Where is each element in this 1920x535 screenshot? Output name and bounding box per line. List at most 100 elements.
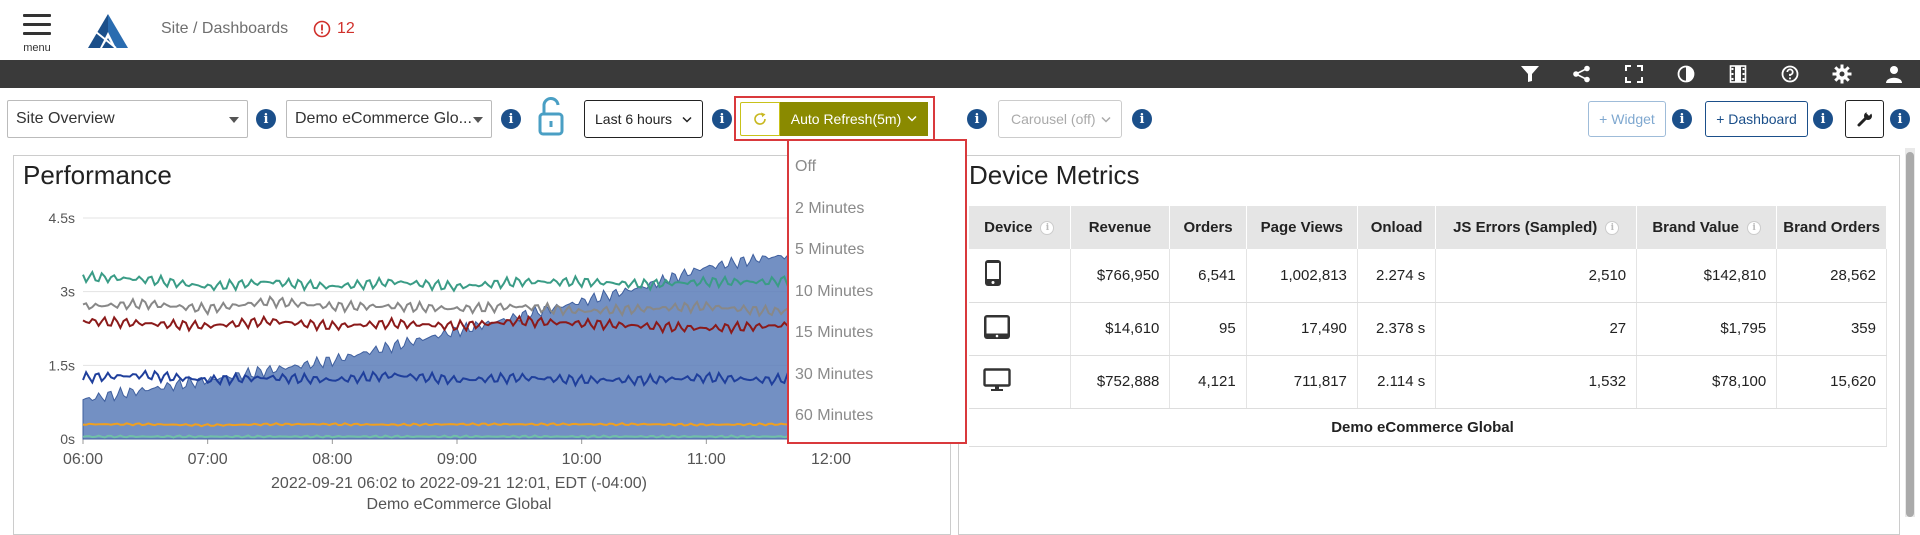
refresh-option-10-minutes[interactable]: 10 Minutes xyxy=(795,283,874,300)
column-header-onload[interactable]: Onload xyxy=(1357,206,1437,249)
series-line xyxy=(82,369,832,388)
y-tick-label: 3s xyxy=(60,284,75,300)
table-header-row: Device i Revenue Orders Page Views Onload… xyxy=(969,206,1887,249)
column-header-page-views[interactable]: Page Views xyxy=(1246,206,1358,249)
js-errors-cell: 27 xyxy=(1435,302,1638,356)
auto-refresh-dropdown: Off 2 Minutes 5 Minutes 10 Minutes 15 Mi… xyxy=(787,139,967,444)
chevron-down-icon xyxy=(229,117,239,123)
x-tick-label: 06:00 xyxy=(63,451,103,468)
time-range-value: Last 6 hours xyxy=(595,111,673,127)
series-line xyxy=(82,422,832,428)
series-line xyxy=(82,269,832,293)
scrollbar-thumb[interactable] xyxy=(1906,152,1914,517)
refresh-icon xyxy=(754,112,766,125)
menu-button[interactable]: menu xyxy=(20,12,54,54)
device-cell xyxy=(969,249,1071,303)
carousel-select[interactable]: Carousel (off) xyxy=(998,100,1122,138)
breadcrumb[interactable]: Site / Dashboards xyxy=(161,20,289,37)
x-tick-label: 11:00 xyxy=(687,451,726,468)
info-icon: i xyxy=(1747,221,1762,236)
revenue-cell: $752,888 xyxy=(1070,355,1171,409)
site-select[interactable]: Site Overview xyxy=(7,100,248,138)
refresh-option-15-minutes[interactable]: 15 Minutes xyxy=(795,324,874,341)
add-dashboard-button[interactable]: + Dashboard xyxy=(1705,101,1808,137)
x-tick-label: 07:00 xyxy=(188,451,228,468)
column-header-orders[interactable]: Orders xyxy=(1169,206,1247,249)
add-widget-button[interactable]: + Widget xyxy=(1588,101,1666,137)
gear-icon[interactable] xyxy=(1830,63,1854,85)
alert-badge[interactable]: 12 xyxy=(313,18,355,40)
auto-refresh-group: Auto Refresh(5m) xyxy=(734,96,935,141)
column-header-js-errors[interactable]: JS Errors (Sampled) i xyxy=(1435,206,1638,249)
edit-tools-button[interactable] xyxy=(1845,100,1884,138)
info-icon[interactable]: i xyxy=(967,109,987,129)
series-area xyxy=(82,246,832,440)
series-line xyxy=(82,434,832,439)
chevron-down-icon xyxy=(473,117,483,123)
brand-value-cell: $142,810 xyxy=(1636,249,1778,303)
device-metrics-table: Device i Revenue Orders Page Views Onload… xyxy=(969,206,1887,447)
x-tick-label: 08:00 xyxy=(312,451,352,468)
page-views-cell: 17,490 xyxy=(1246,302,1358,356)
film-icon[interactable] xyxy=(1726,63,1750,85)
device-cell xyxy=(969,355,1071,409)
y-tick-label: 4.5s xyxy=(49,210,75,226)
brand-orders-cell: 28,562 xyxy=(1776,249,1887,303)
auto-refresh-button[interactable]: Auto Refresh(5m) xyxy=(780,102,928,136)
refresh-option-2-minutes[interactable]: 2 Minutes xyxy=(795,200,865,217)
onload-cell: 2.114 s xyxy=(1357,355,1437,409)
site-select-value: Site Overview xyxy=(16,110,115,127)
hamburger-icon-bar xyxy=(23,23,51,26)
carousel-label: Carousel (off) xyxy=(1011,111,1096,127)
application-select[interactable]: Demo eCommerce Glo... xyxy=(286,100,492,138)
page-views-cell: 1,002,813 xyxy=(1246,249,1358,303)
column-header-device[interactable]: Device i xyxy=(969,206,1071,249)
info-icon[interactable]: i xyxy=(1672,109,1692,129)
help-icon[interactable] xyxy=(1778,63,1802,85)
series-line xyxy=(82,314,832,335)
column-header-brand-value[interactable]: Brand Value i xyxy=(1636,206,1778,249)
table-footer: Demo eCommerce Global xyxy=(969,408,1887,447)
column-header-revenue[interactable]: Revenue xyxy=(1070,206,1171,249)
refresh-option-off[interactable]: Off xyxy=(795,158,817,175)
page-views-cell: 711,817 xyxy=(1246,355,1358,409)
fullscreen-icon[interactable] xyxy=(1622,63,1646,85)
js-errors-cell: 1,532 xyxy=(1435,355,1638,409)
refresh-option-5-minutes[interactable]: 5 Minutes xyxy=(795,241,865,258)
orders-cell: 4,121 xyxy=(1169,355,1247,409)
chart-app-label: Demo eCommerce Global xyxy=(366,496,552,513)
column-header-brand-orders[interactable]: Brand Orders xyxy=(1776,206,1887,249)
time-range-select[interactable]: Last 6 hours xyxy=(584,100,703,138)
contrast-icon[interactable] xyxy=(1674,63,1698,85)
info-icon[interactable]: i xyxy=(256,109,276,129)
unlock-icon[interactable] xyxy=(538,96,566,138)
table-footer-row: Demo eCommerce Global xyxy=(969,408,1887,447)
logo-icon[interactable] xyxy=(86,12,130,50)
filter-icon[interactable] xyxy=(1518,63,1542,85)
user-icon[interactable] xyxy=(1882,63,1906,85)
refresh-option-30-minutes[interactable]: 30 Minutes xyxy=(795,366,874,383)
refresh-option-60-minutes[interactable]: 60 Minutes xyxy=(795,407,874,424)
wrench-icon xyxy=(1857,110,1872,127)
info-icon[interactable]: i xyxy=(501,109,521,129)
brand-value-cell: $78,100 xyxy=(1636,355,1778,409)
refresh-now-button[interactable] xyxy=(740,102,780,136)
info-icon[interactable]: i xyxy=(712,109,732,129)
performance-chart[interactable]: 0s 1.5s 3s 4.5s 06:00 07:00 08:00 09:00 10:00 11:… xyxy=(13,200,951,517)
info-icon: i xyxy=(1605,221,1620,236)
desktop-icon xyxy=(983,367,1011,391)
dashboard-toolbar xyxy=(0,60,1920,88)
onload-cell: 2.378 s xyxy=(1357,302,1437,356)
alert-count: 12 xyxy=(337,20,355,37)
series-line xyxy=(82,294,832,318)
hamburger-icon-bar xyxy=(23,32,51,35)
table-row: $766,950 6,541 1,002,813 2.274 s 2,510 $… xyxy=(969,249,1887,303)
chart-time-range-label: 2022-09-21 06:02 to 2022-09-21 12:01, ED… xyxy=(271,475,647,492)
scrollbar-track[interactable] xyxy=(1905,148,1915,517)
info-icon[interactable]: i xyxy=(1813,109,1833,129)
share-icon[interactable] xyxy=(1570,63,1594,85)
info-icon[interactable]: i xyxy=(1890,109,1910,129)
info-icon[interactable]: i xyxy=(1132,109,1152,129)
mobile-icon xyxy=(985,260,1001,287)
chevron-down-icon xyxy=(682,116,692,123)
